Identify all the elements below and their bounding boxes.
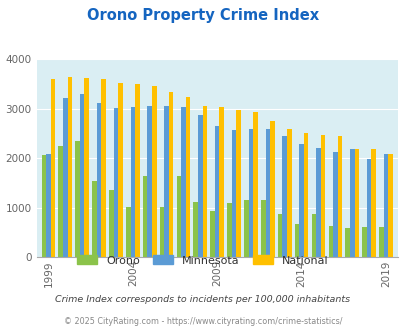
Bar (58, 146, 63, 257)
Bar (67, 77, 72, 257)
Bar (298, 144, 303, 257)
Bar (253, 112, 257, 257)
Bar (371, 148, 375, 257)
Bar (84, 78, 89, 257)
Bar (328, 226, 333, 257)
Bar (282, 136, 286, 257)
Bar (320, 135, 324, 257)
Bar (210, 211, 214, 257)
Bar (185, 97, 190, 257)
Bar (260, 200, 265, 257)
Bar (354, 148, 358, 257)
Bar (109, 190, 113, 257)
Bar (63, 98, 67, 257)
Bar (378, 227, 383, 257)
Bar (277, 214, 282, 257)
Bar (227, 203, 231, 257)
Bar (243, 201, 248, 257)
Bar (311, 214, 315, 257)
Bar (130, 107, 135, 257)
Bar (164, 106, 168, 257)
Bar (113, 108, 118, 257)
Bar (126, 207, 130, 257)
Bar (80, 94, 84, 257)
Bar (303, 133, 308, 257)
Bar (159, 208, 164, 257)
Bar (143, 176, 147, 257)
Bar (151, 86, 156, 257)
Bar (46, 154, 51, 257)
Bar (96, 104, 101, 257)
Bar (176, 176, 181, 257)
Bar (147, 106, 151, 257)
Bar (219, 107, 224, 257)
Bar (345, 228, 349, 257)
Text: © 2025 CityRating.com - https://www.cityrating.com/crime-statistics/: © 2025 CityRating.com - https://www.city… (64, 317, 341, 326)
Bar (383, 154, 388, 257)
Bar (193, 203, 198, 257)
Text: Orono Property Crime Index: Orono Property Crime Index (87, 8, 318, 23)
Bar (294, 224, 298, 257)
Bar (236, 110, 240, 257)
Bar (333, 152, 337, 257)
Bar (135, 84, 139, 257)
Bar (92, 181, 96, 257)
Bar (361, 227, 366, 257)
Legend: Orono, Minnesota, National: Orono, Minnesota, National (73, 251, 332, 270)
Bar (202, 106, 207, 257)
Bar (248, 129, 253, 257)
Bar (337, 136, 341, 257)
Bar (214, 126, 219, 257)
Bar (265, 129, 269, 257)
Bar (75, 141, 80, 257)
Bar (231, 130, 236, 257)
Bar (168, 92, 173, 257)
Bar (181, 107, 185, 257)
Bar (51, 79, 55, 257)
Bar (41, 155, 46, 257)
Bar (366, 159, 371, 257)
Text: Crime Index corresponds to incidents per 100,000 inhabitants: Crime Index corresponds to incidents per… (55, 295, 350, 304)
Bar (349, 148, 354, 257)
Bar (118, 83, 122, 257)
Bar (286, 129, 291, 257)
Bar (198, 115, 202, 257)
Bar (388, 154, 392, 257)
Bar (101, 79, 106, 257)
Bar (269, 121, 274, 257)
Bar (315, 148, 320, 257)
